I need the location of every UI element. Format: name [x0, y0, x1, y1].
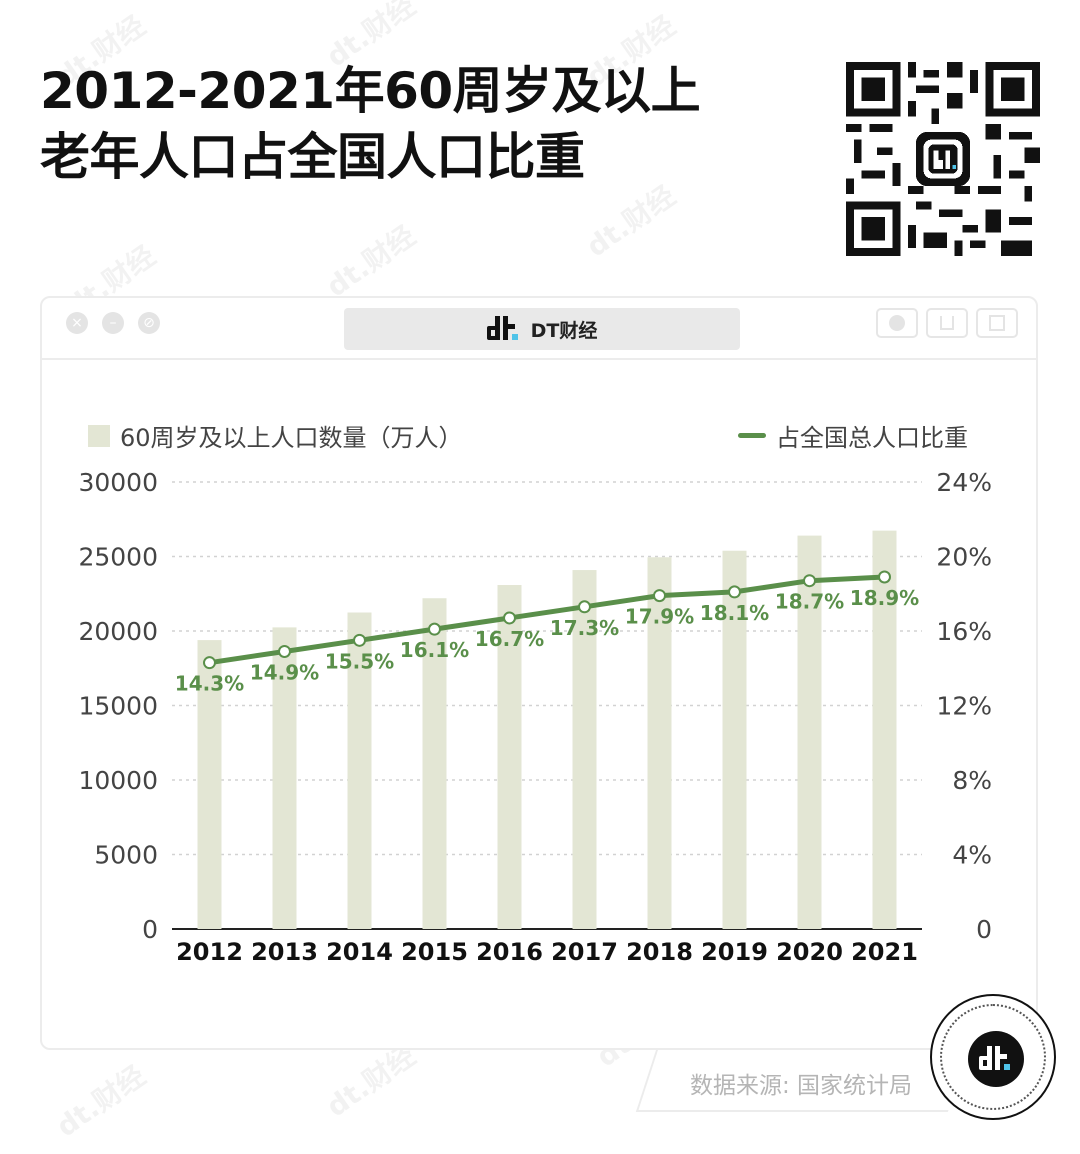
copy-icon[interactable] — [976, 308, 1018, 338]
bar — [647, 557, 672, 929]
y-left-tick-label: 30000 — [78, 468, 158, 497]
line-point — [353, 633, 366, 647]
minimize-icon[interactable]: – — [102, 312, 124, 334]
legend-line: 占全国总人口比重 — [738, 418, 968, 453]
x-tick-label: 2018 — [626, 938, 693, 966]
legend-bar-label: 60周岁及以上人口数量（万人） — [120, 424, 463, 452]
bar — [197, 640, 222, 929]
data-label: 17.9% — [625, 605, 694, 629]
line-point — [278, 644, 291, 658]
x-tick-label: 2014 — [326, 938, 393, 966]
y-left-tick-label: 10000 — [78, 766, 158, 795]
line-point — [728, 585, 741, 599]
page-title: 2012-2021年60周岁及以上 老年人口占全国人口比重 — [40, 58, 800, 190]
source-note: 数据来源: 国家统计局 — [690, 1073, 913, 1099]
x-tick-label: 2015 — [401, 938, 468, 966]
line-point — [653, 589, 666, 603]
y-right-tick-label: 0 — [976, 915, 992, 944]
bar — [272, 627, 297, 929]
legend-line-label: 占全国总人口比重 — [776, 424, 968, 452]
close-icon[interactable]: × — [66, 312, 88, 334]
address-bar[interactable]: DT财经 — [344, 308, 740, 350]
y-right-tick-label: 24% — [936, 468, 992, 497]
x-tick-label: 2012 — [176, 938, 243, 966]
data-label: 17.3% — [550, 616, 619, 640]
dt-logo-icon — [486, 316, 518, 340]
share-icon[interactable] — [926, 308, 968, 338]
badge-ring — [940, 1004, 1046, 1110]
legend-bar-swatch — [88, 424, 110, 447]
data-label: 16.1% — [400, 638, 469, 662]
dt-badge — [930, 994, 1056, 1120]
y-right-tick-label: 16% — [936, 617, 992, 646]
data-label: 18.9% — [850, 586, 919, 610]
block-icon[interactable]: ⊘ — [138, 312, 160, 334]
y-left-tick-label: 20000 — [78, 617, 158, 646]
line-point — [203, 656, 216, 670]
bar — [422, 598, 447, 929]
line-point — [503, 611, 516, 625]
title-line-2: 老年人口占全国人口比重 — [40, 128, 585, 186]
bar — [572, 570, 597, 929]
record-icon[interactable] — [876, 308, 918, 338]
x-tick-label: 2021 — [851, 938, 918, 966]
legend-line-swatch — [738, 433, 766, 438]
y-left-tick-label: 15000 — [78, 692, 158, 721]
data-label: 14.9% — [250, 660, 319, 684]
bar — [797, 535, 822, 929]
data-label: 15.5% — [325, 649, 394, 673]
y-right-tick-label: 12% — [936, 692, 992, 721]
window-titlebar: × – ⊘ DT财经 — [42, 298, 1036, 360]
line-point — [578, 600, 591, 614]
qr-code — [846, 62, 1040, 256]
y-left-tick-label: 0 — [142, 915, 158, 944]
y-right-tick-label: 20% — [936, 543, 992, 572]
y-right-tick-label: 8% — [952, 766, 992, 795]
bar — [872, 530, 897, 929]
title-line-1: 2012-2021年60周岁及以上 — [40, 62, 701, 120]
bar — [497, 585, 522, 929]
line-point — [878, 570, 891, 584]
line-point — [803, 574, 816, 588]
legend-bar: 60周岁及以上人口数量（万人） — [88, 418, 463, 453]
y-left-tick-label: 25000 — [78, 543, 158, 572]
data-label: 18.7% — [775, 590, 844, 614]
bar — [722, 550, 747, 929]
x-tick-label: 2019 — [701, 938, 768, 966]
data-label: 14.3% — [175, 672, 244, 696]
dt-badge-logo-icon — [968, 1031, 1024, 1087]
x-tick-label: 2020 — [776, 938, 843, 966]
bar — [347, 612, 372, 929]
data-label: 16.7% — [475, 627, 544, 651]
y-right-tick-label: 4% — [952, 841, 992, 870]
x-tick-label: 2016 — [476, 938, 543, 966]
address-text: DT财经 — [530, 319, 598, 342]
series-line — [209, 574, 885, 666]
data-label: 18.1% — [700, 601, 769, 625]
x-tick-label: 2017 — [551, 938, 618, 966]
x-tick-label: 2013 — [251, 938, 318, 966]
line-point — [428, 622, 441, 636]
y-left-tick-label: 5000 — [94, 841, 158, 870]
